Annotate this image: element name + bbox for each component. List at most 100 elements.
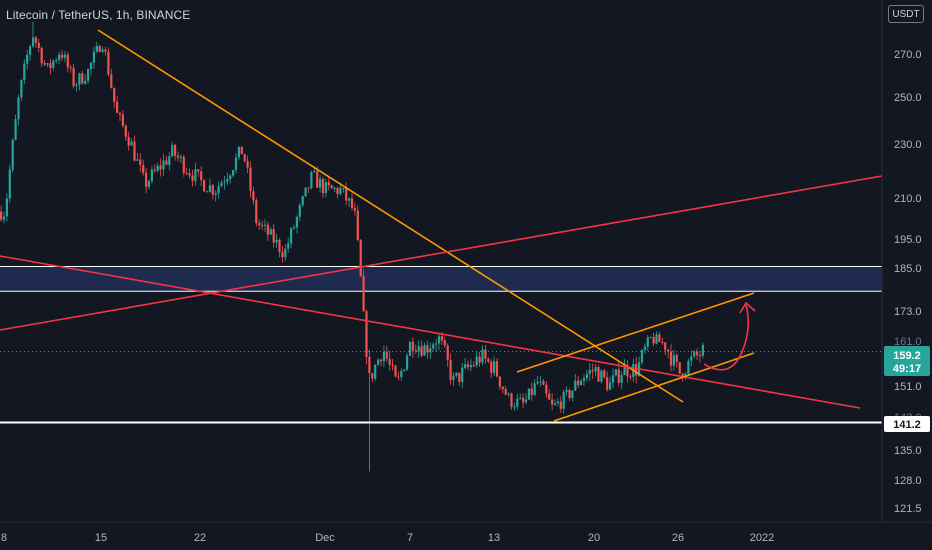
candle-body bbox=[588, 370, 591, 374]
candle-body bbox=[52, 60, 55, 68]
candle-body bbox=[121, 114, 124, 126]
candle-body bbox=[307, 187, 310, 189]
candle-body bbox=[580, 380, 583, 386]
candle-body bbox=[371, 373, 374, 379]
price-axis[interactable]: 270.0 250.0 230.0 210.0 195.0 185.0 173.… bbox=[894, 49, 922, 515]
candle-body bbox=[60, 54, 64, 58]
candle-body bbox=[72, 67, 75, 87]
candle-body bbox=[548, 393, 551, 400]
channel-upper-line[interactable] bbox=[516, 292, 755, 373]
descending-trendline-orange[interactable] bbox=[97, 29, 684, 403]
candle-body bbox=[339, 187, 342, 195]
candle-body bbox=[385, 351, 388, 359]
price-tick-151: 151.0 bbox=[894, 381, 922, 393]
candle-body bbox=[333, 188, 336, 190]
candle-body bbox=[643, 346, 646, 351]
candle-body bbox=[484, 349, 487, 359]
candle-body bbox=[26, 54, 29, 64]
candle-body bbox=[437, 336, 441, 344]
candle-body bbox=[185, 172, 188, 174]
candle-body bbox=[182, 156, 185, 173]
candle-body bbox=[664, 342, 667, 350]
candle-body bbox=[353, 207, 356, 211]
candle-body bbox=[298, 205, 301, 217]
candle-body bbox=[377, 359, 380, 366]
projection-arrow[interactable] bbox=[703, 304, 750, 371]
candle-body bbox=[98, 45, 101, 52]
candle-body bbox=[133, 141, 136, 161]
candle-body bbox=[617, 369, 620, 383]
candle-body bbox=[652, 337, 655, 344]
currency-button[interactable]: USDT bbox=[888, 5, 924, 23]
candle-body bbox=[124, 125, 127, 137]
candle-body bbox=[603, 370, 606, 378]
current-price-value: 159.2 bbox=[893, 350, 921, 362]
candle-body bbox=[17, 97, 20, 120]
candle-body bbox=[40, 47, 43, 64]
support-price-value: 141.2 bbox=[893, 419, 921, 431]
candle-body bbox=[8, 169, 11, 199]
candle-body bbox=[591, 370, 594, 372]
candle-body bbox=[174, 144, 177, 156]
candle-body bbox=[623, 365, 626, 376]
candle-body bbox=[101, 49, 104, 52]
candle-body bbox=[55, 60, 58, 62]
candle-body bbox=[681, 373, 684, 378]
channel-lower-line[interactable] bbox=[553, 352, 755, 422]
candle-body bbox=[197, 169, 200, 172]
candle-body bbox=[290, 228, 293, 244]
descending-trendline-red[interactable] bbox=[0, 255, 861, 409]
candle-body bbox=[284, 248, 287, 258]
candle-body bbox=[295, 216, 298, 228]
candle-body bbox=[162, 160, 165, 170]
candle-body bbox=[69, 67, 72, 69]
candle-body bbox=[606, 377, 609, 390]
candlestick-series[interactable] bbox=[0, 22, 704, 472]
candle-body bbox=[397, 376, 400, 378]
candle-body bbox=[359, 239, 362, 277]
candle-body bbox=[292, 227, 296, 229]
candle-body bbox=[585, 373, 588, 379]
candle-body bbox=[327, 182, 330, 186]
time-axis[interactable]: 8 15 22 Dec 7 13 20 26 2022 bbox=[1, 532, 774, 544]
price-tick-161: 161.0 bbox=[894, 336, 922, 348]
candle-body bbox=[255, 200, 258, 224]
candle-body bbox=[237, 146, 240, 158]
candle-body bbox=[324, 182, 327, 194]
price-tick-173: 173.0 bbox=[894, 306, 922, 318]
candle-body bbox=[501, 386, 504, 390]
resistance-zone bbox=[0, 266, 882, 292]
support-price-tag: 141.2 bbox=[884, 416, 930, 432]
candle-body bbox=[574, 380, 577, 391]
candle-body bbox=[527, 388, 530, 400]
date-tick-22: 22 bbox=[194, 532, 206, 544]
candle-body bbox=[420, 346, 423, 356]
candle-body bbox=[66, 54, 69, 68]
candle-body bbox=[609, 382, 612, 390]
current-price-tag: 159.2 49:17 bbox=[884, 346, 930, 376]
price-tick-210: 210.0 bbox=[894, 193, 922, 205]
candle-body bbox=[37, 42, 40, 48]
candle-body bbox=[63, 54, 66, 58]
candle-body bbox=[562, 391, 565, 409]
candle-body bbox=[507, 393, 510, 395]
candle-body bbox=[611, 375, 615, 383]
candle-body bbox=[95, 45, 98, 52]
candle-body bbox=[87, 69, 90, 81]
candle-body bbox=[394, 365, 397, 377]
candle-body bbox=[545, 384, 548, 394]
price-tick-121-5: 121.5 bbox=[894, 503, 922, 515]
candle-body bbox=[536, 381, 539, 384]
candle-body bbox=[217, 186, 220, 194]
candle-body bbox=[246, 161, 249, 168]
date-tick-dec: Dec bbox=[315, 532, 335, 544]
candle-body bbox=[176, 155, 180, 158]
candle-body bbox=[211, 185, 214, 195]
candle-body bbox=[281, 252, 284, 258]
candle-body bbox=[464, 364, 467, 368]
ascending-trendline-red[interactable] bbox=[0, 175, 883, 331]
candle-body bbox=[620, 375, 623, 383]
candle-body bbox=[301, 196, 304, 206]
candle-body bbox=[391, 364, 394, 366]
